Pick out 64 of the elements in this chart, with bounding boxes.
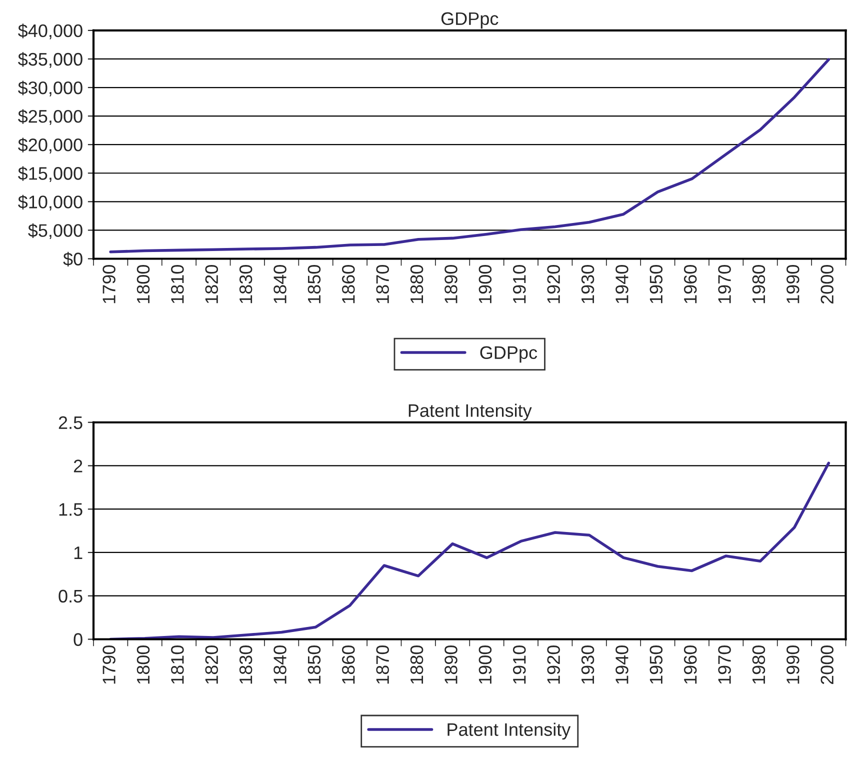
x-tick-label: 1900 (478, 646, 492, 684)
x-tick-label: 1890 (444, 265, 458, 304)
legend-label: GDPpc (480, 346, 538, 363)
x-tick-label: 1880 (410, 646, 424, 684)
x-tick-label: 1880 (410, 265, 424, 304)
x-tick-label: 1970 (718, 265, 731, 304)
x-tick-label: 1970 (718, 646, 731, 684)
y-tick-label: $35,000 (18, 52, 82, 68)
x-tick-label: 1860 (342, 646, 355, 684)
x-tick-label: 1930 (581, 646, 594, 684)
y-tick-label: 0.5 (58, 590, 82, 603)
y-tick-label: $30,000 (18, 80, 82, 96)
x-tick-label: 1900 (478, 265, 492, 304)
y-tick-label: $5,000 (28, 223, 82, 240)
y-tick-label: 0 (74, 633, 82, 646)
x-tick-label: 1840 (274, 646, 286, 684)
x-tick-label: 1850 (308, 646, 321, 684)
x-tick-label: 1920 (547, 646, 560, 684)
x-tick-label: 1960 (684, 646, 697, 684)
x-tick-label: 1950 (650, 265, 663, 304)
chart-title: Patent Intensity (408, 404, 532, 421)
x-tick-label: 1910 (512, 265, 526, 304)
x-tick-label: 1820 (205, 265, 218, 304)
x-tick-label: 1980 (752, 265, 766, 304)
x-tick-label: 1860 (342, 265, 355, 304)
x-tick-label: 1810 (171, 646, 184, 684)
x-tick-label: 1940 (616, 646, 628, 684)
x-tick-label: 1910 (512, 646, 526, 684)
y-tick-label: $10,000 (18, 194, 82, 211)
y-tick-label: 2 (74, 460, 82, 472)
x-tick-label: 1830 (239, 646, 252, 684)
legend-label: Patent Intensity (448, 722, 571, 740)
line-series (109, 58, 830, 254)
x-tick-label: 1790 (102, 646, 116, 684)
x-tick-label: 1990 (786, 646, 800, 684)
chart-title: GDPpc (441, 12, 498, 29)
x-tick-label: 2000 (820, 646, 834, 684)
x-tick-label: 2000 (820, 265, 834, 304)
x-tick-label: 1800 (136, 265, 150, 304)
x-tick-label: 1980 (752, 646, 766, 684)
y-tick-label: $0 (63, 252, 82, 267)
x-tick-label: 1950 (650, 646, 663, 684)
y-tick-label: 1.5 (59, 503, 82, 516)
x-tick-label: 1960 (684, 265, 697, 304)
y-tick-label: $15,000 (18, 166, 82, 182)
x-tick-label: 1790 (102, 265, 116, 304)
y-tick-label: 1 (74, 546, 82, 560)
x-tick-label: 1990 (786, 265, 800, 304)
x-tick-label: 1920 (547, 265, 560, 304)
x-tick-label: 1890 (444, 646, 458, 684)
x-tick-label: 1870 (376, 265, 389, 304)
x-tick-label: 1820 (205, 646, 218, 684)
x-tick-label: 1800 (136, 646, 150, 684)
x-tick-label: 1940 (616, 265, 628, 304)
x-tick-label: 1850 (308, 265, 321, 304)
y-tick-label: $40,000 (18, 24, 82, 40)
x-tick-label: 1810 (171, 265, 184, 304)
y-tick-label: $25,000 (18, 109, 82, 125)
x-tick-label: 1870 (376, 646, 389, 684)
x-tick-label: 1840 (274, 265, 286, 304)
x-tick-label: 1930 (581, 265, 594, 304)
x-tick-label: 1830 (239, 265, 252, 304)
y-tick-label: $20,000 (18, 138, 82, 154)
y-tick-label: 2.5 (58, 416, 82, 430)
